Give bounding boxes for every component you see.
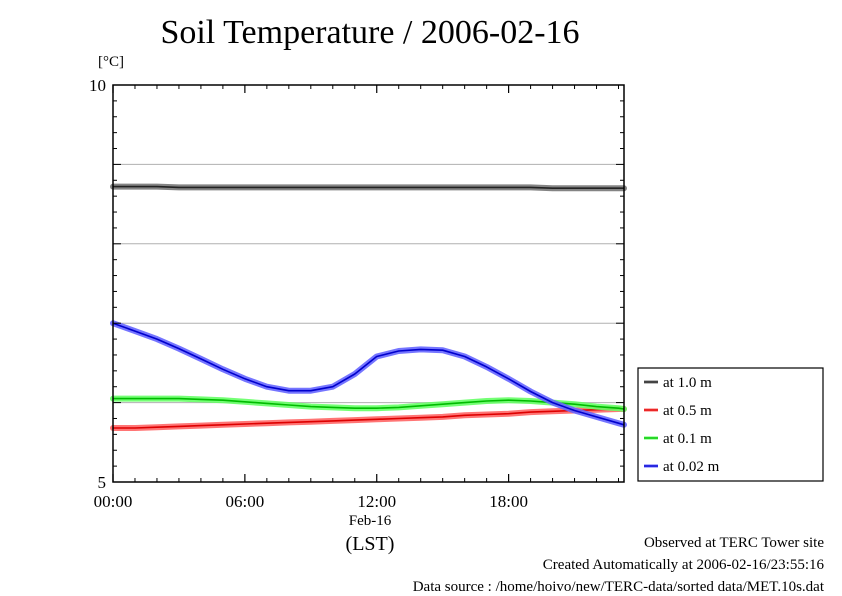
y-axis-unit-label: [°C] [98,54,124,70]
plot-frame [112,84,625,483]
chart-title: Soil Temperature / 2006-02-16 [160,14,580,51]
y-tick-label: 10 [89,76,106,95]
series-line [113,185,624,189]
legend: at 1.0 m at 0.5 m at 0.1 m at 0.02 m [637,367,824,482]
series-lines [110,183,627,431]
x-axis-title: (LST) [345,533,395,555]
legend-label: at 0.1 m [663,431,712,447]
legend-label: at 0.5 m [663,403,712,419]
legend-label: at 1.0 m [663,375,712,391]
footer-site-note: Observed at TERC Tower site [643,535,824,551]
y-tick-label: 5 [98,473,107,492]
x-tick-label: 18:00 [489,492,528,511]
series-line [113,408,624,429]
x-tick-label: 00:00 [94,492,133,511]
footer-source-note: Data source : /home/hoivo/new/TERC-data/… [412,579,824,595]
legend-label: at 0.02 m [663,459,720,475]
x-axis-date-label: Feb-16 [348,513,392,529]
footer-created-note: Created Automatically at 2006-02-16/23:5… [542,557,824,573]
x-tick-label: 12:00 [357,492,396,511]
x-tick-label: 06:00 [226,492,265,511]
series-line [112,322,625,426]
axis-ticks: 00:00 06:00 12:00 18:00 5 10 [89,76,624,511]
legend-box [637,367,824,482]
